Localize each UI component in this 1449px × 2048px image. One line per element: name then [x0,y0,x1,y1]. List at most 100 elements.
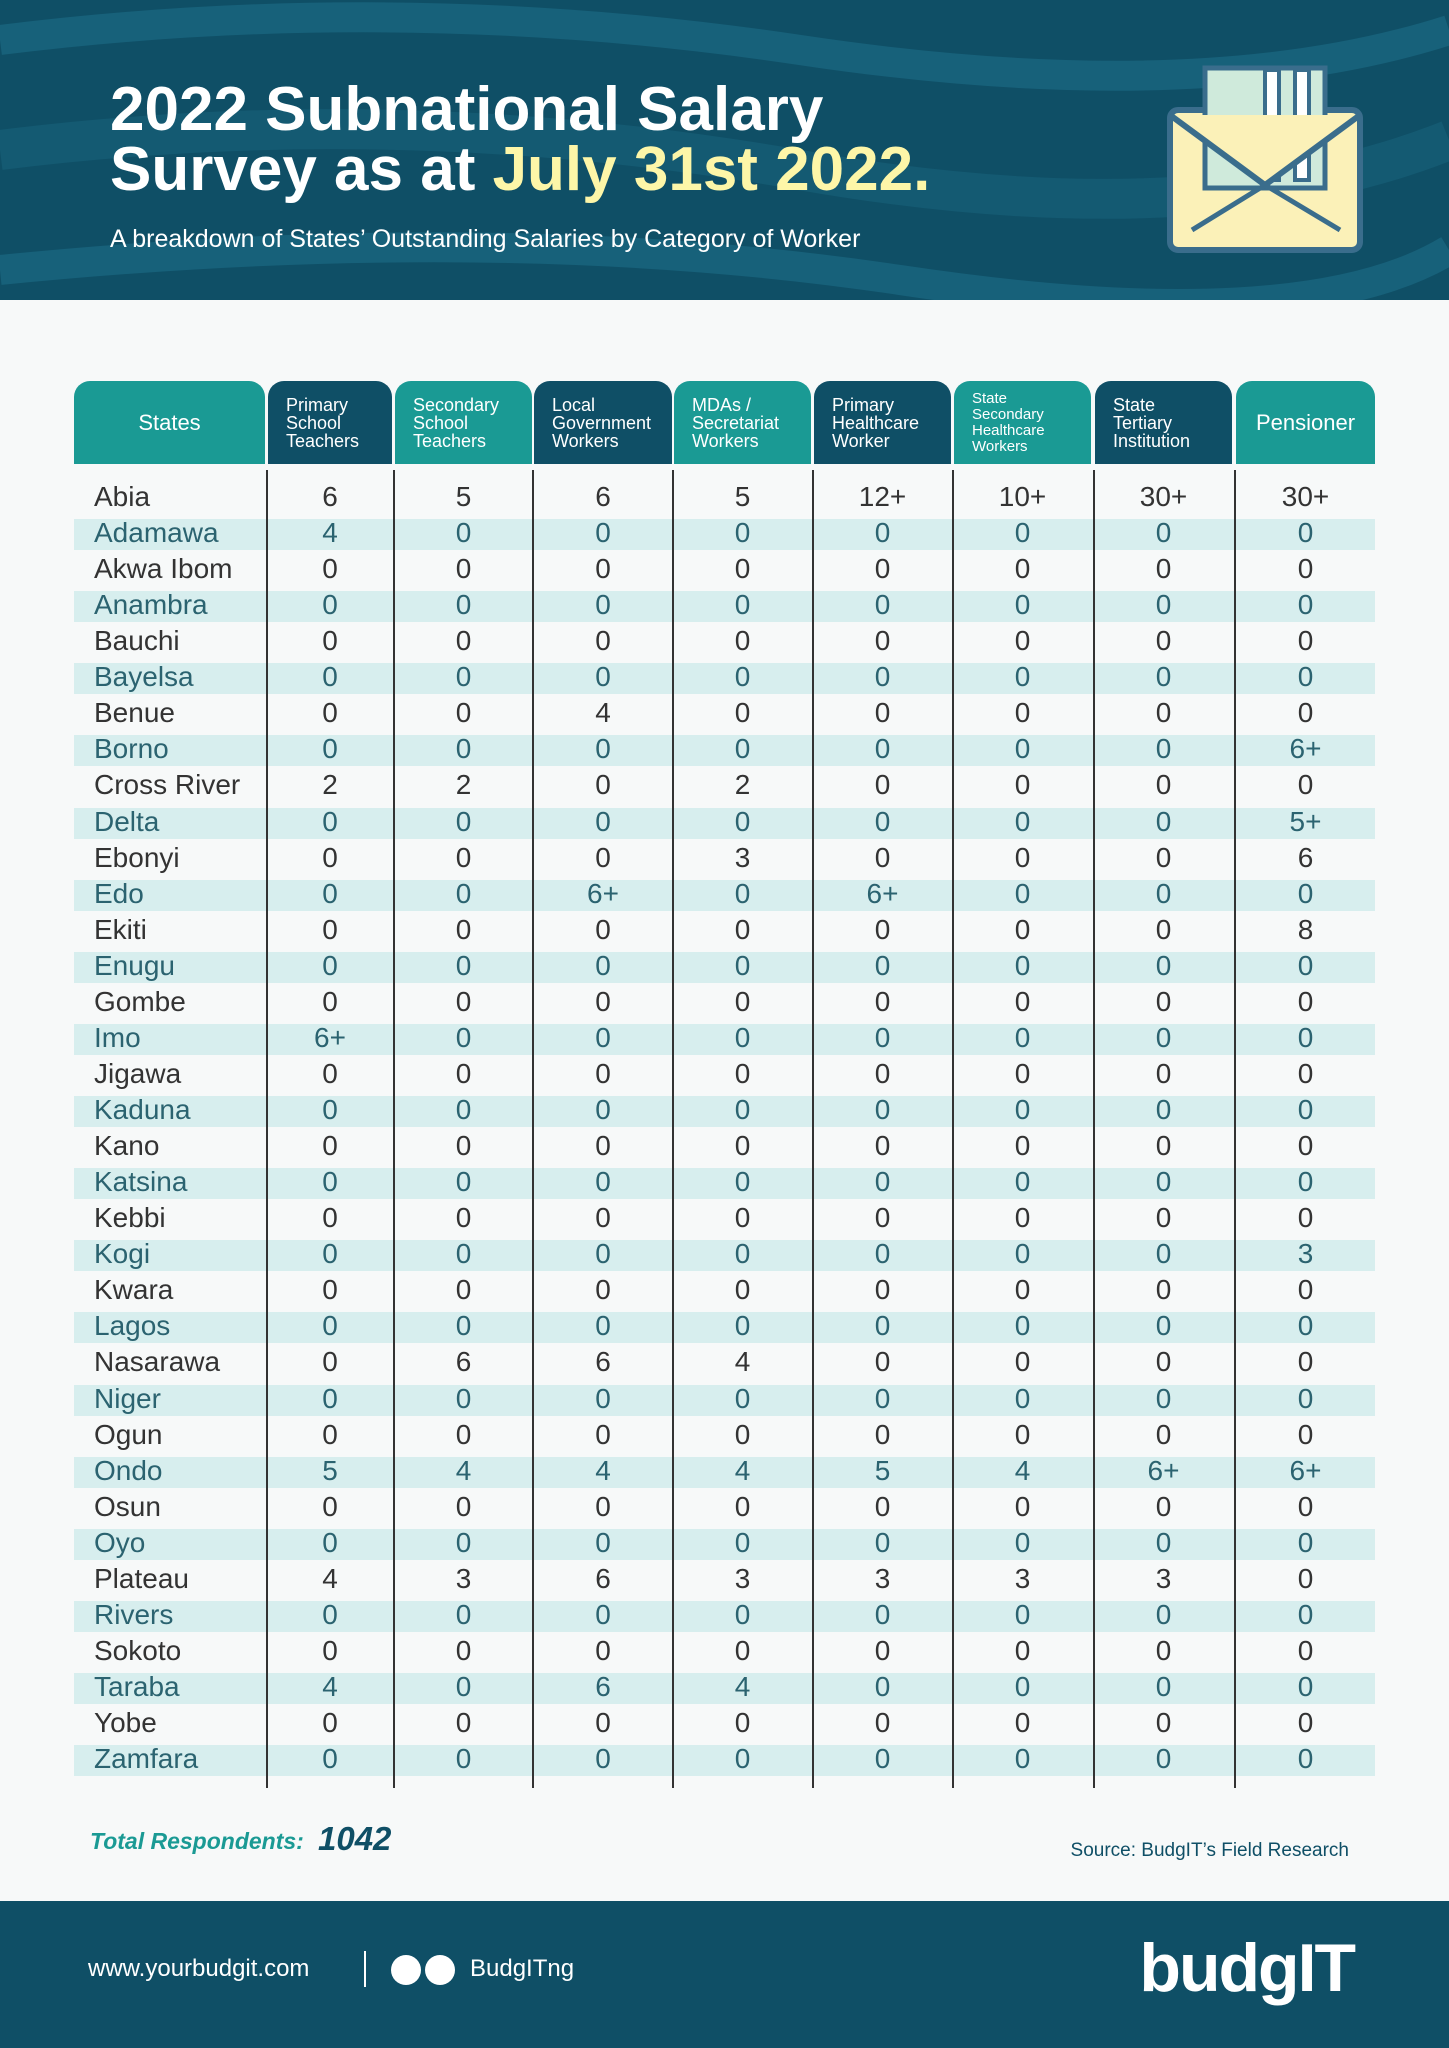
cell: 0 [455,841,472,873]
cell: 5 [455,481,472,512]
column-header-line: School [286,412,342,433]
cell: 0 [1014,1743,1031,1775]
cell: 0 [1297,625,1314,657]
cell: 0 [1014,1166,1031,1198]
state-name: Sokoto [94,1634,182,1666]
cell: 0 [595,1598,611,1630]
cell: 0 [455,1526,472,1558]
cell: 0 [322,1634,338,1666]
cell: 0 [734,589,751,621]
cell: 3 [734,1562,751,1594]
column-header-line: Workers [552,430,619,451]
row-band [74,1240,1375,1272]
column-header-line: State [972,389,1008,407]
cell: 0 [734,553,751,585]
cell: 0 [455,589,472,621]
cell: 2 [734,769,751,801]
cell: 0 [1297,661,1314,693]
cell: 0 [595,1310,611,1342]
cell: 0 [1297,1021,1314,1053]
cell: 0 [1155,625,1172,657]
column-header-line: Workers [692,430,759,451]
row-band [74,1672,1375,1704]
cell: 0 [595,1166,611,1198]
row-band [74,1023,1375,1055]
column-header-line: State [1113,394,1156,415]
cell: 0 [455,733,472,765]
cell: 0 [595,1418,611,1450]
state-name: Jigawa [94,1057,182,1089]
cell: 0 [1155,1274,1172,1306]
cell: 6 [595,1562,611,1594]
cell: 0 [734,1202,751,1234]
cell: 0 [595,985,611,1017]
state-name: Abia [94,481,151,512]
cell: 0 [1155,661,1172,693]
cell: 0 [1155,517,1172,549]
cell: 0 [734,1526,751,1558]
title-highlight: July 31st 2022. [492,135,931,204]
cell: 0 [734,1094,751,1126]
cell: 0 [595,805,611,837]
cell: 0 [874,1238,891,1270]
state-name: Enugu [94,949,175,981]
cell: 0 [455,1670,472,1702]
cell: 6+ [1289,733,1322,765]
cell: 0 [1014,1202,1031,1234]
column-header-line: Workers [972,437,1028,455]
cell: 30+ [1281,481,1330,512]
state-name: Taraba [94,1670,180,1702]
state-name: Ondo [94,1454,163,1486]
cell: 0 [874,1707,891,1739]
column-header-line: Healthcare [832,412,920,433]
subtitle: A breakdown of States’ Outstanding Salar… [110,225,861,253]
cell: 0 [1155,913,1172,945]
cell: 0 [1155,1490,1172,1522]
cell: 0 [455,985,472,1017]
cell: 0 [1155,1743,1172,1775]
cell: 0 [1155,1382,1172,1414]
cell: 0 [595,841,611,873]
website: www.yourbudgit.com [88,1955,310,1982]
cell: 0 [1014,1094,1031,1126]
cell: 0 [1155,949,1172,981]
cell: 6 [595,481,611,512]
state-name: Borno [94,733,169,765]
column-header: States [74,381,265,464]
cell: 0 [1297,1670,1314,1702]
cell: 0 [874,1634,891,1666]
cell: 0 [595,733,611,765]
cell: 0 [455,1490,472,1522]
cell: 0 [1014,1707,1031,1739]
cell: 0 [322,1346,338,1378]
cell: 0 [874,661,891,693]
row-band [74,879,1375,911]
cell: 0 [734,1166,751,1198]
cell: 4 [734,1454,751,1486]
cell: 0 [1014,841,1031,873]
cell: 0 [1014,1634,1031,1666]
cell: 0 [1155,877,1172,909]
cell: 0 [455,1274,472,1306]
state-name: Kebbi [94,1202,166,1234]
title-line: Survey as at [110,135,493,204]
cell: 0 [322,1707,338,1739]
state-name: Kogi [94,1238,151,1270]
cell: 0 [595,1707,611,1739]
cell: 0 [734,949,751,981]
cell: 0 [734,1382,751,1414]
cell: 0 [322,1418,338,1450]
cell: 0 [455,877,472,909]
cell: 0 [734,1418,751,1450]
cell: 0 [595,769,611,801]
cell: 0 [874,1598,891,1630]
cell: 0 [322,1166,338,1198]
cell: 0 [734,1743,751,1775]
cell: 0 [1014,913,1031,945]
cell: 0 [1014,1238,1031,1270]
row-band [74,951,1375,983]
cell: 0 [874,1202,891,1234]
cell: 0 [595,1202,611,1234]
cell: 6 [595,1670,611,1702]
cell: 0 [455,1382,472,1414]
